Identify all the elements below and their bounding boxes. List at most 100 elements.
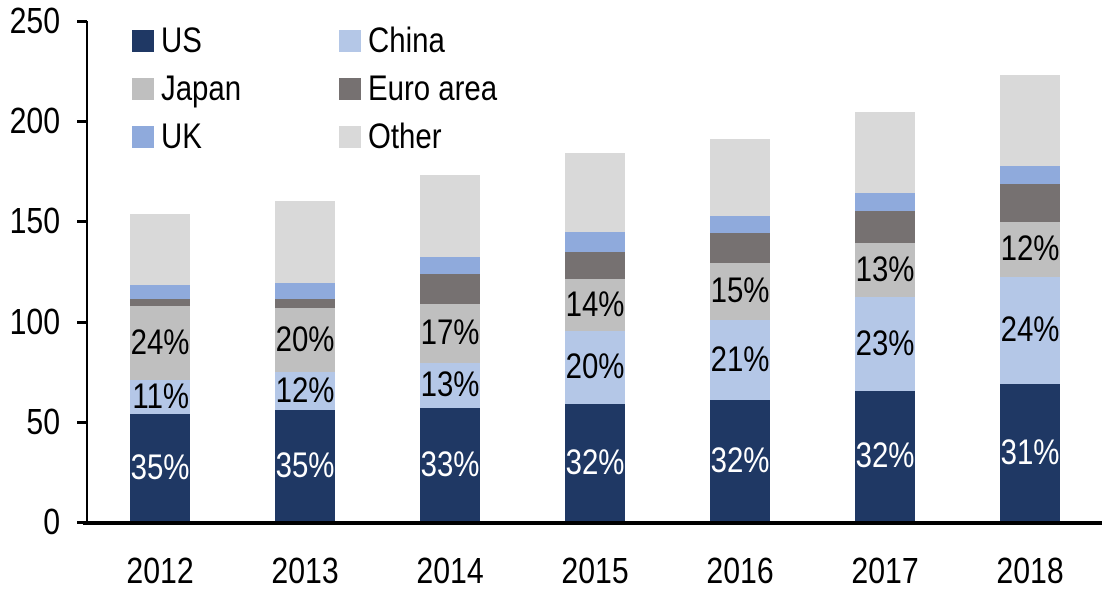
- y-tick-mark: [77, 320, 87, 324]
- segment-percent-label: 32%: [680, 400, 800, 522]
- segment-other: [420, 175, 481, 257]
- y-tick-value: 0: [43, 501, 60, 542]
- segment-china: 24%: [999, 276, 1060, 384]
- legend-item-japan: Japan: [132, 69, 339, 108]
- segment-euro-area: [854, 211, 915, 244]
- segment-euro-area: [420, 273, 481, 304]
- x-tick-value: 2012: [126, 550, 195, 591]
- y-tick-label: 200: [0, 103, 60, 139]
- x-tick-value: 2014: [416, 550, 484, 591]
- segment-percent-label: 32%: [825, 391, 945, 522]
- legend-series-name: China: [368, 21, 445, 60]
- bar-slot-2013: 35% 12% 20%: [233, 201, 378, 522]
- segment-other: [709, 139, 770, 217]
- segment-china: 12%: [275, 371, 336, 410]
- x-tick-label-2017: 2017: [812, 550, 957, 592]
- bar-slot-2017: 32% 23% 13%: [812, 112, 957, 522]
- stacked-bar-2017: 32% 23% 13%: [854, 112, 915, 522]
- percent-value: 11%: [132, 376, 189, 416]
- segment-japan: 20%: [275, 307, 336, 372]
- percent-value: 24%: [130, 322, 190, 362]
- y-tick-mark: [77, 521, 87, 524]
- percent-value: 33%: [420, 444, 480, 484]
- y-tick-mark: [77, 20, 87, 23]
- segment-percent-label: 12%: [245, 371, 365, 410]
- percent-value: 32%: [855, 436, 915, 476]
- stacked-bar-2012: 35% 11% 24%: [130, 214, 191, 522]
- segment-other: [275, 201, 336, 283]
- segment-us: 35%: [130, 413, 191, 522]
- x-tick-label-2012: 2012: [88, 550, 233, 592]
- segment-china: 20%: [565, 330, 625, 404]
- segment-percent-label: 24%: [100, 306, 220, 380]
- segment-us: 32%: [709, 399, 770, 522]
- segment-percent-label: 35%: [100, 414, 220, 522]
- segment-percent-label: 13%: [825, 243, 945, 296]
- segment-us: 35%: [275, 409, 336, 522]
- legend-swatch-icon: [339, 78, 361, 100]
- segment-uk: [854, 193, 915, 212]
- legend-series-name: Japan: [161, 69, 242, 108]
- segment-us: 32%: [565, 403, 625, 522]
- segment-china: 23%: [854, 296, 915, 391]
- segment-percent-label: 17%: [390, 304, 510, 363]
- chart-legend: US China Japan Euro area UK Other: [132, 21, 522, 156]
- percent-value: 24%: [1000, 310, 1060, 350]
- y-tick-label: 250: [0, 3, 60, 39]
- segment-euro-area: [565, 252, 625, 279]
- segment-euro-area: [999, 184, 1060, 223]
- legend-series-name: Other: [368, 117, 442, 156]
- percent-value: 17%: [420, 313, 480, 353]
- x-tick-label-2013: 2013: [233, 550, 378, 592]
- segment-china: 13%: [420, 362, 481, 408]
- percent-value: 32%: [565, 442, 625, 482]
- segment-percent-label: 13%: [390, 363, 510, 408]
- segment-euro-area: [709, 233, 770, 263]
- bar-slot-2015: 32% 20% 14%: [523, 153, 668, 522]
- y-tick-label: 50: [0, 403, 60, 440]
- segment-uk: [999, 166, 1060, 185]
- legend-label: US: [161, 21, 210, 61]
- percent-value: 31%: [1000, 432, 1060, 472]
- segment-us: 32%: [854, 390, 915, 522]
- percent-value: 13%: [855, 250, 915, 290]
- legend-series-name: UK: [161, 117, 202, 156]
- legend-swatch-icon: [132, 30, 154, 52]
- y-tick-value: 150: [9, 200, 61, 242]
- legend-swatch-icon: [132, 78, 154, 100]
- y-axis-line: [86, 21, 88, 525]
- segment-uk: [565, 232, 625, 253]
- legend-swatch-icon: [132, 126, 154, 148]
- percent-value: 21%: [710, 339, 770, 379]
- legend-swatch-icon: [339, 126, 361, 148]
- x-tick-value: 2015: [561, 550, 629, 591]
- plot-area: 35% 11% 24% 35% 12% 20% 33% 13% 17% 32% 20% 14% 32% 2…: [88, 0, 1102, 522]
- segment-percent-label: 14%: [535, 279, 655, 331]
- segment-euro-area: [275, 298, 336, 308]
- segment-uk: [275, 282, 336, 299]
- legend-item-china: China: [339, 21, 522, 61]
- segment-percent-label: 24%: [970, 277, 1090, 384]
- segment-uk: [420, 256, 481, 274]
- segment-other: [565, 153, 625, 233]
- segment-uk: [130, 284, 191, 299]
- legend-label: China: [368, 21, 459, 61]
- percent-value: 20%: [565, 347, 625, 387]
- x-tick-label-2015: 2015: [523, 550, 668, 592]
- stacked-bar-2015: 32% 20% 14%: [565, 153, 625, 522]
- segment-percent-label: 20%: [535, 331, 655, 404]
- segment-other: [999, 75, 1060, 167]
- x-tick-label-2018: 2018: [957, 550, 1102, 592]
- segment-japan: 15%: [709, 262, 770, 320]
- y-tick-value: 100: [9, 300, 61, 342]
- segment-japan: 17%: [420, 303, 481, 363]
- y-tick-label: 0: [0, 504, 60, 540]
- y-tick-mark: [77, 220, 87, 224]
- legend-item-us: US: [132, 21, 339, 61]
- percent-value: 20%: [275, 319, 335, 359]
- y-tick-label: 150: [0, 203, 60, 239]
- percent-value: 32%: [710, 440, 770, 480]
- segment-percent-label: 32%: [535, 404, 655, 522]
- percent-value: 13%: [420, 365, 480, 405]
- segment-percent-label: 23%: [825, 297, 945, 391]
